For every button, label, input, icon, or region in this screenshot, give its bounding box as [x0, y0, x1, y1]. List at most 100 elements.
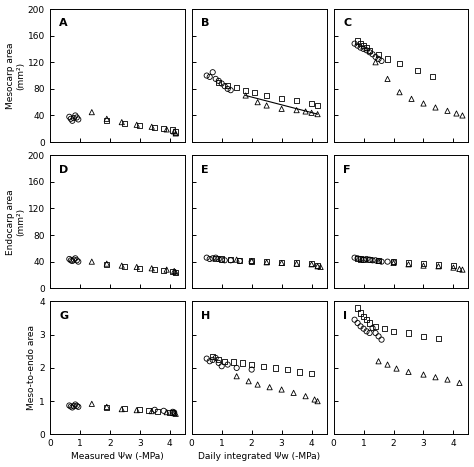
- Point: [121, 405, 128, 412]
- Point: [354, 42, 361, 50]
- Point: [369, 324, 376, 332]
- Point: [67, 115, 74, 122]
- Point: [73, 256, 81, 264]
- Point: [169, 409, 176, 417]
- Point: [233, 373, 240, 380]
- Point: [218, 255, 226, 263]
- Point: [263, 102, 271, 109]
- Point: [215, 77, 222, 85]
- Point: [260, 362, 267, 370]
- Point: [390, 258, 397, 265]
- Point: [296, 368, 303, 375]
- Point: [263, 258, 271, 265]
- Point: [366, 329, 374, 337]
- Point: [357, 44, 365, 51]
- Point: [354, 304, 361, 312]
- Point: [384, 75, 392, 83]
- Point: [72, 401, 79, 408]
- Point: [384, 258, 392, 265]
- Point: [366, 256, 374, 263]
- Point: [378, 57, 385, 64]
- Point: [215, 356, 222, 363]
- Point: [171, 267, 178, 275]
- Point: [363, 316, 370, 324]
- Point: [73, 402, 81, 410]
- Point: [254, 99, 262, 106]
- Point: [450, 264, 457, 271]
- Point: [172, 410, 180, 417]
- Point: [405, 368, 412, 375]
- Point: [203, 254, 210, 262]
- Point: [209, 356, 217, 364]
- Point: [209, 69, 217, 76]
- Point: [133, 263, 140, 271]
- Point: [103, 260, 110, 268]
- Point: [215, 255, 222, 263]
- Point: [172, 130, 180, 137]
- Point: [248, 257, 255, 265]
- Point: [351, 316, 358, 324]
- Point: [73, 114, 81, 121]
- Point: [121, 262, 128, 270]
- Point: [227, 256, 235, 264]
- Point: [363, 327, 370, 335]
- Point: [70, 256, 78, 263]
- Point: [118, 262, 126, 269]
- Text: C: C: [343, 18, 351, 28]
- Point: [88, 258, 96, 265]
- Point: [308, 100, 315, 107]
- Point: [293, 259, 301, 267]
- Point: [103, 117, 110, 125]
- Point: [212, 254, 219, 262]
- Point: [74, 116, 82, 123]
- Point: [375, 50, 383, 58]
- Point: [148, 123, 155, 130]
- Point: [74, 403, 82, 410]
- Point: [308, 370, 315, 378]
- Point: [408, 95, 415, 103]
- Point: [245, 377, 253, 385]
- Point: [103, 403, 110, 410]
- Point: [69, 117, 76, 125]
- Point: [432, 374, 439, 381]
- Point: [233, 256, 240, 263]
- Point: [218, 362, 226, 370]
- Point: [215, 359, 222, 367]
- Point: [251, 88, 258, 96]
- Point: [357, 40, 365, 47]
- X-axis label: Measured Ψw (-MPa): Measured Ψw (-MPa): [71, 453, 164, 461]
- Point: [363, 47, 370, 54]
- Point: [354, 255, 361, 262]
- Point: [384, 361, 392, 368]
- Point: [308, 260, 315, 268]
- Point: [363, 44, 370, 51]
- Point: [166, 409, 173, 416]
- Point: [405, 329, 412, 337]
- Point: [284, 366, 292, 373]
- Point: [172, 128, 180, 136]
- Point: [453, 110, 460, 117]
- Point: [435, 335, 442, 342]
- Point: [74, 258, 82, 265]
- Point: [148, 407, 155, 415]
- Point: [67, 256, 74, 264]
- Point: [314, 262, 321, 269]
- Point: [354, 37, 361, 45]
- Point: [396, 60, 403, 67]
- Point: [459, 112, 466, 119]
- Point: [136, 122, 144, 129]
- Point: [405, 261, 412, 268]
- Point: [169, 408, 176, 416]
- Point: [278, 259, 285, 266]
- Point: [414, 66, 421, 74]
- Text: F: F: [343, 164, 351, 175]
- Point: [419, 333, 427, 340]
- Point: [357, 255, 365, 263]
- Point: [248, 258, 255, 265]
- Point: [278, 386, 285, 393]
- Point: [311, 396, 319, 403]
- Point: [172, 269, 180, 276]
- Point: [160, 125, 167, 133]
- Point: [206, 358, 213, 365]
- Point: [233, 84, 240, 91]
